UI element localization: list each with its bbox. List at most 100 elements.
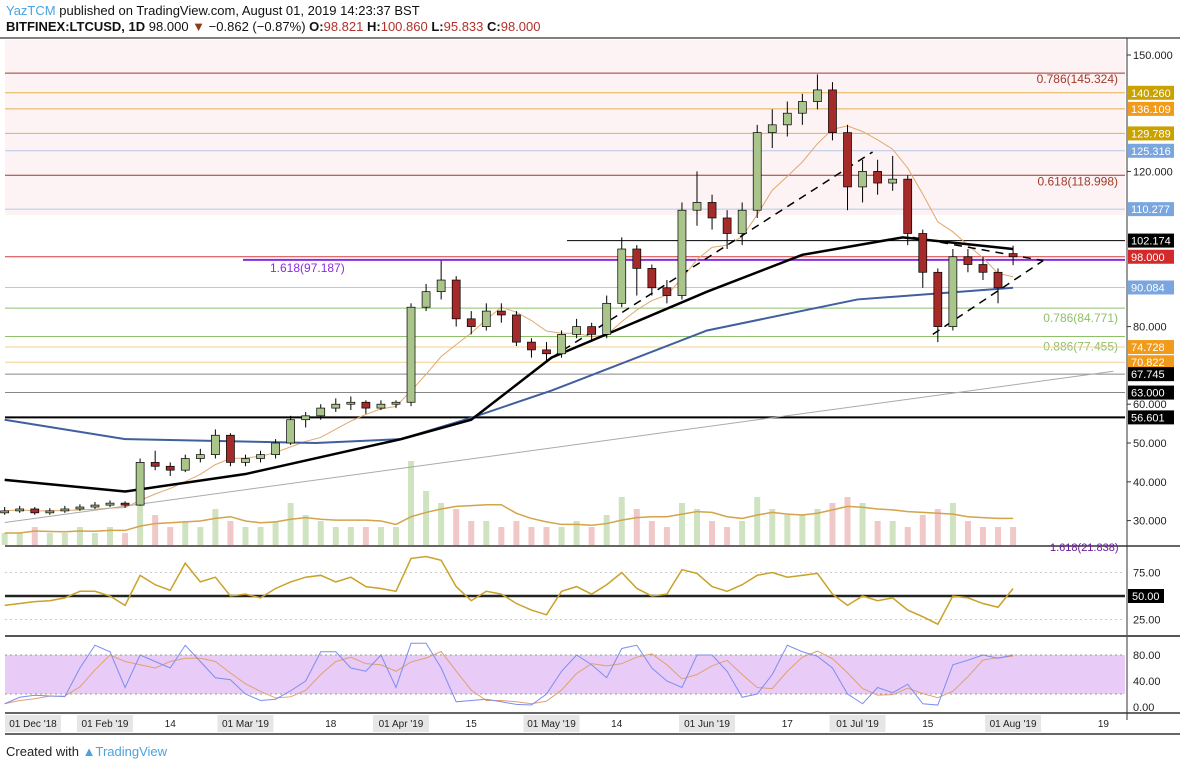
volume-bar xyxy=(347,527,354,545)
volume-bar xyxy=(122,533,129,545)
volume-bar xyxy=(137,497,144,545)
price-tick-label: 30.000 xyxy=(1133,516,1167,528)
low-value: 95.833 xyxy=(443,19,484,34)
pink-zone xyxy=(5,40,1125,215)
volume-bar xyxy=(362,527,369,545)
volume-bar xyxy=(558,527,565,545)
volume-bar xyxy=(573,521,580,545)
volume-bar xyxy=(212,509,219,545)
volume-bar xyxy=(272,521,279,545)
date-tick-box xyxy=(985,715,1042,732)
volume-bar xyxy=(302,515,309,545)
candle-body xyxy=(587,326,596,335)
volume-bar xyxy=(167,527,174,545)
candle-body xyxy=(75,506,85,510)
date-tick-label: 15 xyxy=(466,719,478,730)
price-badge xyxy=(1128,101,1174,116)
candle-body xyxy=(301,415,311,421)
stoch-tick-label: 80.00 xyxy=(1133,650,1161,662)
price-badge-label: 98.000 xyxy=(1131,252,1165,264)
volume-bar xyxy=(76,527,83,545)
candle-body xyxy=(737,209,747,234)
candle-body xyxy=(542,349,551,355)
open-label: O: xyxy=(309,19,324,34)
candle-body xyxy=(752,132,762,211)
volume-bar xyxy=(844,497,851,545)
date-tick-label: 14 xyxy=(165,719,177,730)
date-tick-label: 01 May '19 xyxy=(527,719,576,730)
date-tick-label: 01 Mar '19 xyxy=(222,719,269,730)
price-badge-label: 56.601 xyxy=(1131,412,1165,424)
candle-body xyxy=(963,256,973,265)
candle-body xyxy=(512,314,521,343)
price-badge xyxy=(1128,410,1174,425)
publish-line: YazTCM published on TradingView.com, Aug… xyxy=(6,3,420,18)
ma-fast-line xyxy=(4,125,1014,512)
price-badge xyxy=(1128,249,1174,264)
volume-bar xyxy=(528,527,535,545)
volume-bar xyxy=(949,503,956,545)
price-badge-label: 90.084 xyxy=(1131,282,1165,294)
tradingview-link[interactable]: TradingView xyxy=(95,744,168,759)
price-tick-label: 80.000 xyxy=(1133,322,1167,334)
candle-body xyxy=(557,334,566,355)
volume-bar xyxy=(392,527,399,545)
candle-body xyxy=(767,124,777,133)
volume-bar xyxy=(483,521,490,545)
volume-bar xyxy=(438,503,445,545)
volume-bar xyxy=(964,521,971,545)
ma-blue-line xyxy=(4,286,1014,445)
volume-bar xyxy=(694,509,701,545)
price-change: −0.862 (−0.87%) xyxy=(208,19,306,34)
candle-body xyxy=(873,171,882,184)
volume-bar xyxy=(317,521,324,545)
volume-bar xyxy=(995,527,1002,545)
date-tick-box xyxy=(829,715,886,732)
volume-bar xyxy=(889,521,896,545)
candle-body xyxy=(150,462,160,467)
candle-body xyxy=(993,271,1003,289)
high-label: H: xyxy=(367,19,381,34)
candle-body xyxy=(0,510,10,514)
symbol-label: BITFINEX:LTCUSD, 1D xyxy=(6,19,146,34)
price-tick-label: 150.000 xyxy=(1133,50,1173,62)
candle-body xyxy=(165,465,175,471)
candle-body xyxy=(692,202,702,211)
candle-body xyxy=(256,454,265,459)
candle-body xyxy=(376,403,386,409)
price-badge xyxy=(1128,85,1174,100)
date-tick-box xyxy=(217,715,274,732)
candle-body xyxy=(948,256,958,327)
price-badge-label: 140.260 xyxy=(1131,88,1171,100)
volume-bar xyxy=(618,497,625,545)
date-tick-label: 01 Jul '19 xyxy=(836,719,879,730)
price-badge-label: 129.789 xyxy=(1131,128,1171,140)
volume-bar xyxy=(709,521,716,545)
date-tick-label: 01 Jun '19 xyxy=(684,719,730,730)
candle-body xyxy=(813,89,822,102)
price-tick-label: 120.000 xyxy=(1133,166,1173,178)
close-value: 98.000 xyxy=(500,19,541,34)
open-value: 98.821 xyxy=(323,19,364,34)
ma-black-line xyxy=(4,236,1014,493)
date-tick-box xyxy=(679,715,736,732)
candle-body xyxy=(135,462,145,506)
candle-body xyxy=(918,233,928,273)
candle-body xyxy=(933,271,943,327)
candle-body xyxy=(90,504,100,508)
volume-bar xyxy=(663,527,670,545)
author-link[interactable]: YazTCM xyxy=(6,3,56,18)
high-value: 100.860 xyxy=(380,19,428,34)
price-badge xyxy=(1128,385,1174,400)
volume-bar xyxy=(498,527,505,545)
price-badge-label: 70.822 xyxy=(1131,357,1165,369)
candle-body xyxy=(346,401,356,405)
triangle-down-icon: ▼ xyxy=(192,19,206,34)
volume-bar xyxy=(859,503,866,545)
rsi-tick-label: 25.00 xyxy=(1133,615,1161,627)
price-tick-label: 60.000 xyxy=(1133,399,1167,411)
candle-body xyxy=(316,407,326,417)
price-badge xyxy=(1128,280,1174,295)
